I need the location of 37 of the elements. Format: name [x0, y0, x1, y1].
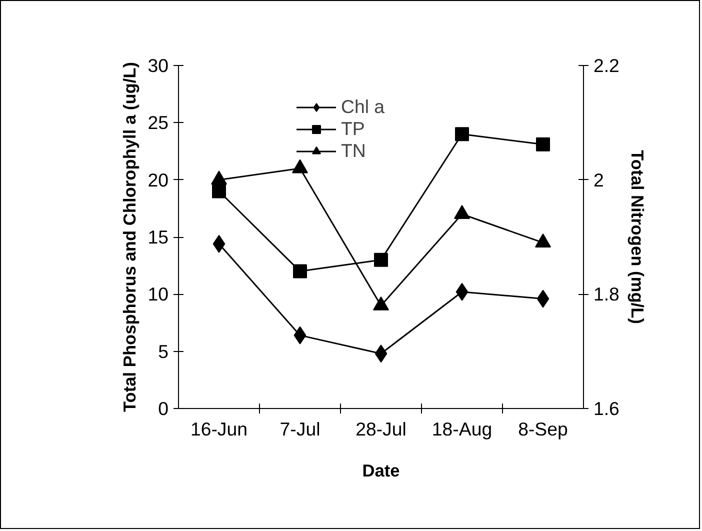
y2-tick-label: 1.8	[594, 284, 620, 305]
point	[536, 137, 550, 152]
x-tick-label: 7-Jul	[280, 418, 320, 440]
legend-label: Chl a	[341, 96, 385, 118]
x-tick-label: 16-Jun	[190, 418, 248, 440]
y-tick-label: 20	[148, 169, 169, 190]
legend-label: TN	[341, 140, 366, 162]
point	[292, 159, 308, 174]
point	[211, 170, 227, 185]
y-tick-label: 25	[148, 112, 169, 134]
point	[374, 252, 388, 267]
point	[536, 290, 550, 308]
legend-label: TP	[341, 118, 365, 140]
point	[373, 296, 389, 310]
point	[374, 344, 388, 363]
x-axis-title: Date	[362, 460, 400, 480]
y2-tick-label: 2	[594, 169, 604, 190]
point	[293, 264, 307, 278]
point	[454, 204, 470, 219]
x-tick-label: 28-Jul	[356, 418, 406, 440]
point	[294, 326, 306, 344]
x-tick-label: 8-Sep	[518, 418, 568, 440]
point	[535, 234, 551, 248]
y2-tick-label: 2.2	[594, 55, 620, 76]
point	[455, 127, 469, 142]
y-tick-label: 15	[148, 226, 169, 248]
y2-tick-label: 1.6	[594, 398, 620, 419]
y-tick-label: 10	[148, 284, 169, 305]
y2-axis-title: Total Nitrogen (mg/L)	[627, 150, 648, 324]
point	[212, 184, 226, 198]
x-tick-label: 18-Aug	[432, 418, 492, 440]
point	[212, 234, 226, 253]
y-axis-title: Total Phosphorus and Chlorophyll a (ug/L)	[120, 62, 140, 412]
y-tick-label: 0	[158, 398, 169, 419]
y-tick-label: 5	[158, 340, 169, 362]
point	[456, 282, 468, 301]
y-tick-label: 30	[148, 55, 169, 76]
